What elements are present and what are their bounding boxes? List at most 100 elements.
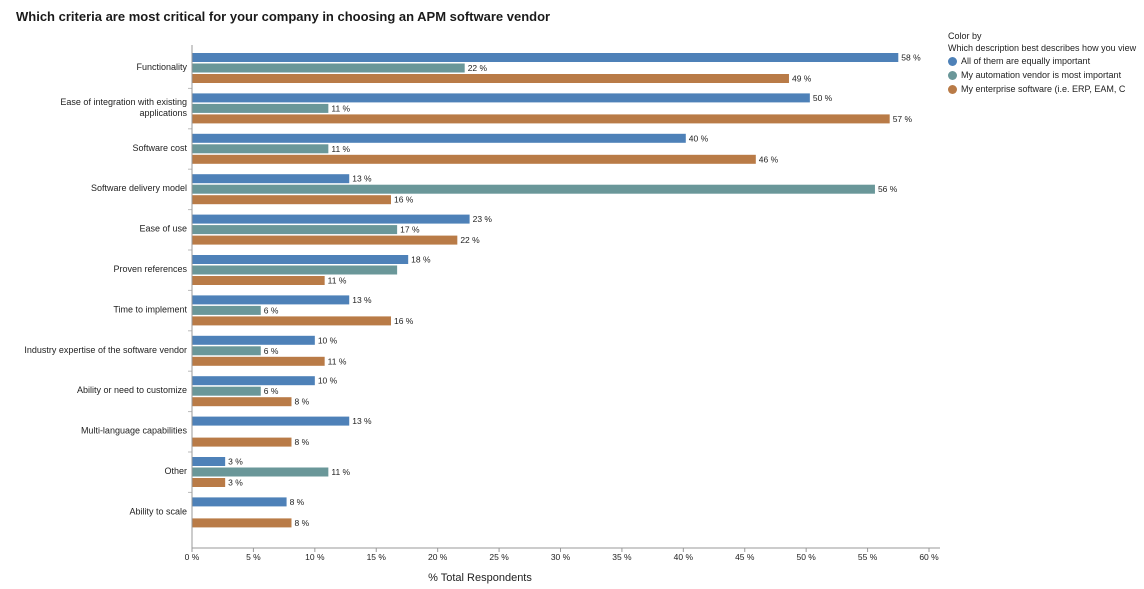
data-label: 40 % [689, 133, 709, 143]
bar-chart: Functionality Ease of integration with ex… [24, 45, 940, 584]
data-label: 3 % [228, 478, 243, 488]
data-label: 56 % [878, 184, 898, 194]
data-label: 11 % [328, 356, 347, 366]
data-label: 6 % [264, 386, 279, 396]
bar [192, 255, 409, 264]
data-label-background [687, 133, 713, 143]
data-label: 6 % [264, 305, 279, 315]
x-tick-label: 10 % [305, 552, 325, 562]
data-label-background [330, 144, 356, 154]
x-tick-label: 60 % [919, 552, 939, 562]
data-label: 18 % [411, 255, 431, 265]
bar [192, 93, 810, 103]
bar [192, 416, 350, 426]
data-label: 22 % [468, 63, 488, 73]
category-label: Ability or need to customize [77, 385, 187, 395]
bar [192, 174, 350, 184]
data-label-background [262, 346, 283, 356]
bar [192, 386, 261, 396]
bar [192, 376, 315, 386]
legend-swatch-icon [948, 70, 957, 80]
bar [192, 305, 261, 315]
bar [192, 195, 391, 205]
bar [192, 114, 890, 124]
data-label: 8 % [294, 518, 309, 528]
bar [192, 356, 325, 366]
legend-subtitle: Which description best describes how you… [948, 43, 1137, 53]
data-label-background [459, 235, 485, 245]
bar [192, 74, 789, 83]
legend-swatch-icon [948, 84, 957, 94]
category-label: Ability to scale [129, 506, 187, 516]
bar [192, 346, 261, 356]
data-label: 46 % [759, 154, 779, 164]
bar [192, 235, 458, 245]
data-label-background [326, 276, 352, 285]
x-tick-label: 40 % [674, 552, 694, 562]
data-label: 11 % [331, 144, 350, 154]
legend-item-all-equal[interactable]: All of them are equally important [948, 54, 1144, 68]
data-label: 6 % [264, 346, 279, 356]
category-label: Ease of integration with existing [60, 97, 187, 107]
data-label-background [876, 184, 902, 194]
bar [192, 295, 350, 305]
x-tick-label: 15 % [367, 552, 387, 562]
data-label: 23 % [473, 214, 493, 224]
legend-label: All of them are equally important [961, 56, 1091, 66]
data-label-background [326, 356, 352, 366]
bar [192, 467, 329, 477]
bar [192, 144, 329, 154]
data-label-background [790, 74, 816, 83]
data-label: 16 % [394, 316, 414, 326]
data-label-background [227, 478, 248, 487]
bar [192, 225, 398, 235]
data-label-background [757, 154, 783, 164]
data-label-background [330, 103, 356, 113]
data-label: 16 % [394, 195, 414, 205]
legend-label: My enterprise software (i.e. ERP, EAM, C [961, 84, 1126, 94]
legend-item-automation-vendor[interactable]: My automation vendor is most important [948, 68, 1144, 82]
bar [192, 518, 292, 528]
chart-title: Which criteria are most critical for you… [16, 9, 551, 24]
data-label-background [471, 214, 497, 224]
bar [192, 103, 329, 113]
data-label: 57 % [893, 114, 913, 124]
bar [192, 437, 292, 447]
bar [192, 397, 292, 407]
data-label: 10 % [318, 335, 338, 345]
data-label: 8 % [290, 497, 305, 507]
data-label: 50 % [813, 93, 833, 103]
data-label-background [392, 316, 418, 326]
legend-item-enterprise-software[interactable]: My enterprise software (i.e. ERP, EAM, C [948, 82, 1144, 96]
bar [192, 316, 391, 326]
bar [192, 133, 686, 143]
bar [192, 478, 226, 487]
data-label: 11 % [331, 103, 350, 113]
data-label: 58 % [901, 53, 921, 63]
category-label: Other [164, 466, 187, 476]
data-label-background [316, 335, 342, 345]
data-label-background [351, 416, 377, 426]
data-label-background [262, 305, 283, 315]
x-tick-label: 55 % [858, 552, 878, 562]
category-label: Multi-language capabilities [81, 426, 188, 436]
data-label: 3 % [228, 457, 243, 467]
x-tick-label: 20 % [428, 552, 448, 562]
data-label: 49 % [792, 74, 812, 84]
data-label: 11 % [328, 276, 347, 286]
x-tick-label: 30 % [551, 552, 571, 562]
data-label-background [811, 93, 837, 103]
x-tick-label: 5 % [246, 552, 261, 562]
data-label-background [351, 174, 377, 184]
legend-label: My automation vendor is most important [961, 70, 1122, 80]
data-label-background [891, 114, 917, 124]
data-label-background [351, 295, 377, 305]
category-label: Software cost [132, 143, 187, 153]
bar [192, 214, 470, 224]
legend-title: Color by [948, 31, 982, 41]
data-label-background [330, 467, 356, 477]
category-label: Software delivery model [91, 183, 187, 193]
bar [192, 154, 756, 164]
data-label: 13 % [352, 174, 372, 184]
bar [192, 184, 875, 194]
